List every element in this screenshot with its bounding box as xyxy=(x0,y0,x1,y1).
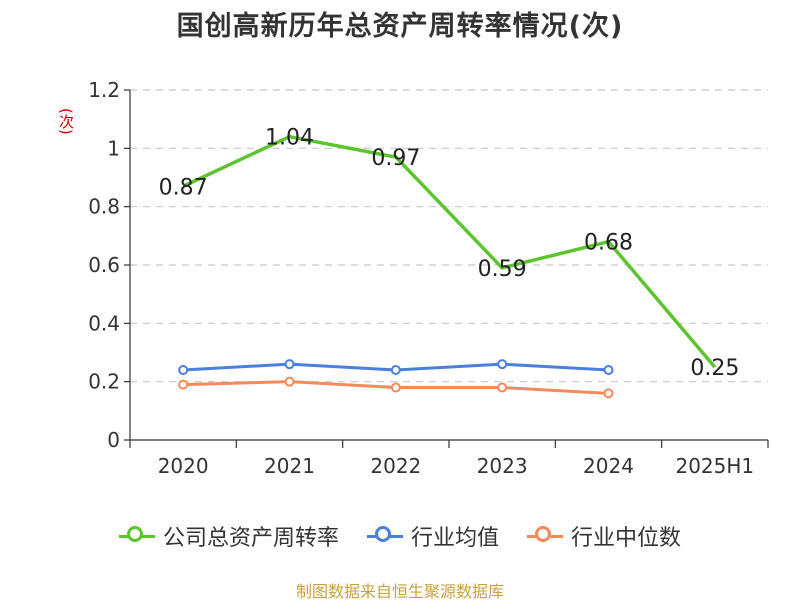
data-label: 0.59 xyxy=(478,257,527,282)
series-line xyxy=(182,134,717,369)
data-point xyxy=(603,365,614,375)
legend-label: 行业均值 xyxy=(410,526,499,551)
legend-item-industry-median[interactable]: 行业中位数 xyxy=(527,520,681,552)
data-label: 0.87 xyxy=(159,175,208,200)
legend-swatch-icon xyxy=(527,524,563,548)
chart-legend: 公司总资产周转率 行业均值 行业中位数 xyxy=(0,520,800,552)
legend-item-company[interactable]: 公司总资产周转率 xyxy=(118,520,339,552)
data-label: 0.68 xyxy=(584,231,633,256)
y-tick-label: 0.4 xyxy=(88,311,120,335)
data-point xyxy=(178,379,189,390)
data-label: 1.04 xyxy=(265,126,314,151)
data-point xyxy=(284,359,295,370)
x-tick-label: 2020 xyxy=(158,454,209,478)
chart-title: 国创高新历年总资产周转率情况(次) xyxy=(176,11,624,42)
data-point xyxy=(390,382,401,393)
legend-swatch-icon xyxy=(366,524,403,548)
data-point xyxy=(497,359,508,370)
legend-label: 行业中位数 xyxy=(571,526,682,551)
x-tick-label: 2022 xyxy=(370,454,421,478)
x-tick-label: 2024 xyxy=(583,454,634,478)
legend-item-industry-mean[interactable]: 行业均值 xyxy=(366,520,499,552)
data-label: 0.25 xyxy=(690,356,739,381)
y-tick-label: 0.8 xyxy=(88,195,120,219)
y-tick-label: 1 xyxy=(107,136,120,160)
data-point xyxy=(178,365,189,375)
data-source-note: 制图数据来自恒生聚源数据库 xyxy=(295,582,504,601)
y-tick-label: 0.6 xyxy=(88,253,120,277)
x-tick-label: 2021 xyxy=(264,454,315,478)
y-axis-unit-label: (次) xyxy=(57,108,75,135)
data-point xyxy=(603,388,614,399)
data-label: 0.97 xyxy=(371,146,420,171)
x-tick-label: 2023 xyxy=(477,454,528,478)
data-point xyxy=(284,376,295,387)
legend-label: 公司总资产周转率 xyxy=(162,526,339,551)
legend-swatch-icon xyxy=(118,524,155,548)
data-point xyxy=(497,382,508,393)
y-tick-label: 0 xyxy=(107,428,120,452)
y-tick-label: 0.2 xyxy=(88,370,120,394)
x-tick-label: 2025H1 xyxy=(675,454,754,478)
data-point xyxy=(390,365,401,375)
y-tick-label: 1.2 xyxy=(88,78,120,102)
